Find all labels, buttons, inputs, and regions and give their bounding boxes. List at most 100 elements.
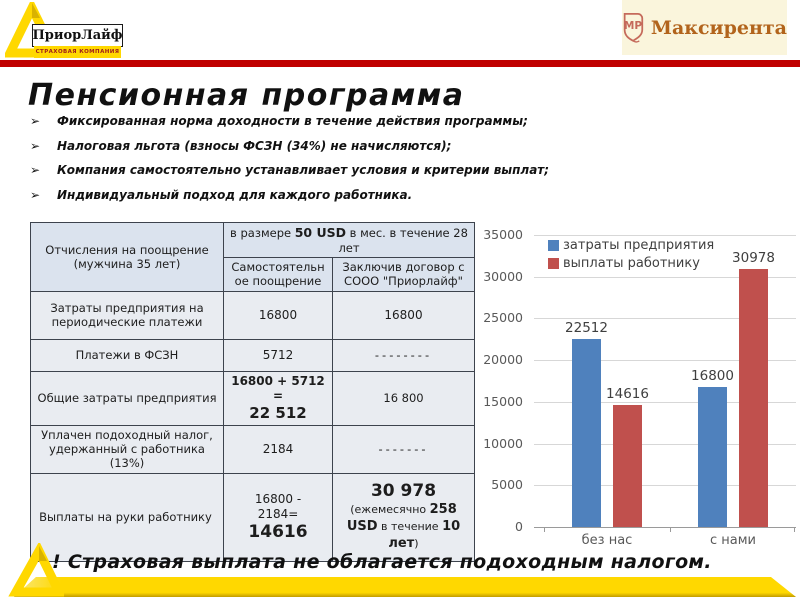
- header-merged-bold: 50 USD: [294, 225, 347, 240]
- total-value: 30 978: [370, 481, 437, 502]
- legend-item: затраты предприятия: [548, 236, 714, 254]
- formula-text: 16800 -: [254, 491, 302, 506]
- pension-bar-chart: 0 5000 10000 15000 20000 25000 30000 35000 22512…: [478, 214, 798, 564]
- table-row: Уплачен подоходный налог, удержанный с р…: [30, 424, 475, 474]
- pension-table: Отчисления на поощрение (мужчина 35 лет)…: [30, 222, 475, 562]
- cell-value: 5712: [223, 338, 333, 372]
- arrow-bullet-icon: ➢: [30, 163, 41, 178]
- footer-ribbon-icon: [8, 543, 64, 597]
- header-divider: [0, 60, 800, 67]
- footer-yellow-bar: [14, 577, 796, 597]
- chart-bar: [698, 386, 727, 527]
- bar-value-label: 22512: [565, 320, 608, 337]
- header-merged-pre: в размере: [230, 226, 295, 240]
- gridline: [534, 360, 796, 362]
- bullet-list: ➢ Фиксированная норма доходности в течен…: [30, 114, 590, 212]
- total-value: 22 512: [249, 403, 307, 422]
- sub-text-bold: 258 USD: [346, 502, 457, 535]
- gridline: [534, 443, 796, 445]
- legend-item: выплаты работнику: [548, 254, 714, 272]
- legend-label: выплаты работнику: [563, 255, 700, 271]
- table-header-col1: Отчисления на поощрение (мужчина 35 лет): [30, 222, 224, 292]
- cell-value: 16800: [223, 290, 333, 340]
- x-axis-category-label: с нами: [709, 533, 756, 548]
- y-axis-tick-label: 30000: [483, 268, 523, 284]
- y-axis-tick-label: 10000: [483, 435, 523, 451]
- sub-text-post: ): [414, 537, 419, 551]
- total-value: 14616: [248, 521, 308, 542]
- header-merged-post: в мес. в течение 28 лет: [338, 226, 468, 255]
- legend-swatch-icon: [548, 239, 559, 251]
- gridline: [534, 235, 796, 236]
- arrow-bullet-icon: ➢: [30, 138, 41, 153]
- bullet-item: ➢ Индивидуальный подход для каждого рабо…: [30, 188, 590, 204]
- bullet-item: ➢ Компания самостоятельно устанавливает …: [30, 163, 590, 179]
- cell-value: 16800 + 5712 = 22 512: [223, 370, 333, 426]
- table-header-self: Самостоятельное поощрение: [223, 257, 333, 292]
- table-row: Выплаты на руки работнику 16800 - 2184= …: [30, 472, 475, 562]
- table-row: Платежи в ФСЗН 5712 --------: [30, 338, 475, 372]
- formula-text: 16800 + 5712 =: [231, 373, 325, 403]
- legend-label: затраты предприятия: [563, 237, 715, 253]
- arrow-bullet-icon: ➢: [30, 114, 41, 128]
- bullet-text: Налоговая льгота (взносы ФСЗН (34%) не н…: [57, 138, 452, 153]
- cell-value: 30 978 (ежемесячно 258 USD в течение 10 …: [332, 472, 475, 562]
- y-axis-tick-label: 15000: [483, 393, 523, 409]
- bullet-item: ➢ Фиксированная норма доходности в течен…: [30, 114, 590, 130]
- formula-text: 2184=: [257, 506, 299, 521]
- legend-swatch-icon: [548, 257, 559, 269]
- chart-legend: затраты предприятия выплаты работнику: [548, 236, 714, 272]
- row-label: Уплачен подоходный налог, удержанный с р…: [30, 424, 224, 474]
- gridline: [534, 318, 796, 320]
- y-axis-tick-label: 0: [515, 519, 523, 534]
- x-axis-tickmark: [670, 527, 671, 532]
- maxirenta-logo: MP Максирента: [622, 0, 787, 55]
- sub-text-bold: 10 лет: [388, 519, 461, 552]
- row-label: Платежи в ФСЗН: [30, 338, 224, 372]
- priorlife-logo: ПриорЛайф СТРАХОВАЯ КОМПАНИЯ: [5, 2, 123, 58]
- table-row: Затраты предприятия на периодические пла…: [30, 290, 475, 340]
- maxirenta-monogram: MP: [624, 19, 643, 31]
- chart-bar: [572, 339, 601, 527]
- row-label: Затраты предприятия на периодические пла…: [30, 290, 224, 340]
- gridline: [534, 485, 796, 487]
- chart-bar: [739, 268, 768, 527]
- row-label: Выплаты на руки работнику: [30, 472, 224, 562]
- table-subheader-row: Самостоятельное поощрение Заключив догов…: [31, 257, 475, 292]
- page-title: Пенсионная программа: [28, 78, 465, 113]
- cell-value: -------: [332, 424, 475, 474]
- cell-value: --------: [332, 338, 475, 372]
- gridline: [534, 276, 796, 278]
- bar-value-label: 30978: [732, 249, 775, 266]
- row-label: Общие затраты предприятия: [30, 370, 224, 426]
- x-axis-line: [534, 527, 796, 528]
- x-axis-tickmark: [794, 527, 795, 532]
- table-header-contract: Заключив договор с СООО "Приорлайф": [332, 257, 475, 292]
- table-header-merged: в размере 50 USD в мес. в течение 28 лет: [223, 222, 475, 258]
- bar-value-label: 16800: [691, 367, 734, 384]
- x-axis-tickmark: [544, 527, 545, 532]
- bullet-item: ➢ Налоговая льгота (взносы ФСЗН (34%) не…: [30, 139, 590, 155]
- sub-text-pre: (ежемесячно: [350, 503, 430, 517]
- arrow-bullet-icon: ➢: [30, 187, 41, 202]
- sub-text-pre: в течение: [377, 520, 443, 534]
- cell-value: 16800: [332, 290, 475, 340]
- y-axis-tick-label: 25000: [483, 310, 523, 326]
- bar-value-label: 14616: [606, 386, 649, 403]
- gridline: [534, 401, 796, 403]
- bullet-text: Индивидуальный подход для каждого работн…: [57, 187, 413, 202]
- cell-value: 2184: [223, 424, 333, 474]
- footer-note: ! Страховая выплата не облагается подохо…: [52, 551, 712, 573]
- x-axis-category-label: без нас: [581, 533, 633, 548]
- chart-bar: [613, 405, 642, 527]
- table-row: Общие затраты предприятия 16800 + 5712 =…: [30, 370, 475, 426]
- cell-value: 16800 - 2184= 14616: [223, 472, 333, 562]
- table-header-row: Отчисления на поощрение (мужчина 35 лет)…: [30, 222, 475, 292]
- y-axis-tick-label: 20000: [483, 352, 523, 368]
- maxirenta-shield-icon: MP: [623, 12, 644, 43]
- maxirenta-name: Максирента: [650, 16, 787, 39]
- total-value: 16 800: [332, 370, 475, 426]
- priorlife-tagline: СТРАХОВАЯ КОМПАНИЯ: [34, 46, 121, 58]
- bullet-text: Фиксированная норма доходности в течение…: [57, 114, 528, 128]
